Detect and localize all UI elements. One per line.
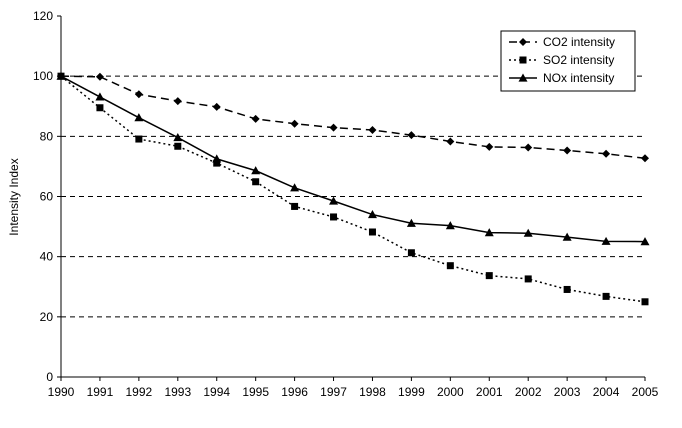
legend-entry: SO2 intensity — [509, 53, 614, 67]
data-point — [212, 102, 221, 111]
x-tick-label: 1992 — [126, 385, 153, 399]
x-tick-label: 2000 — [437, 385, 464, 399]
data-point — [446, 262, 454, 270]
data-point — [602, 292, 610, 300]
series-line — [60, 75, 646, 160]
data-point — [213, 159, 221, 167]
data-point — [252, 178, 260, 186]
data-point — [135, 135, 143, 143]
gridlines — [61, 75, 645, 318]
x-tick-label: 1999 — [398, 385, 425, 399]
data-point — [134, 90, 143, 99]
x-tick-label: 2002 — [515, 385, 542, 399]
data-point — [368, 126, 377, 135]
series-1 — [57, 72, 649, 163]
data-point — [563, 285, 571, 293]
series-line — [60, 75, 646, 303]
x-tick-label: 2001 — [476, 385, 503, 399]
legend-label: CO2 intensity — [543, 35, 615, 49]
data-point — [563, 146, 572, 155]
data-point — [251, 114, 260, 123]
data-point — [291, 202, 299, 210]
data-point — [602, 149, 611, 158]
x-tick-label: 1995 — [242, 385, 269, 399]
tick-labels: 0 20 40 60 80 100 120 1990 1991 1992 1993 1994 1995 1… — [33, 9, 659, 399]
data-point — [641, 154, 649, 163]
data-point — [445, 221, 455, 230]
legend-label: SO2 intensity — [543, 53, 614, 67]
legend-marker — [519, 56, 527, 64]
legend-marker — [519, 38, 527, 46]
data-point — [524, 275, 532, 283]
data-point — [96, 104, 104, 112]
data-point — [329, 196, 339, 205]
data-point — [290, 119, 299, 128]
data-point — [485, 142, 494, 151]
x-tick-label: 1998 — [359, 385, 386, 399]
series-line — [60, 75, 646, 243]
data-point — [407, 249, 415, 257]
y-tick-label: 40 — [40, 250, 54, 264]
data-point — [173, 97, 182, 106]
data-point — [406, 218, 416, 227]
y-tick-label: 60 — [40, 190, 54, 204]
series-2 — [57, 72, 649, 306]
data-point — [485, 272, 493, 280]
legend-entry: CO2 intensity — [509, 35, 615, 49]
data-point — [212, 154, 222, 163]
series-3 — [56, 71, 650, 246]
data-point — [640, 237, 650, 246]
legend-marker — [518, 73, 528, 82]
data-point — [330, 213, 338, 221]
x-tick-label: 2003 — [554, 385, 581, 399]
series-group — [56, 71, 650, 306]
y-tick-label: 0 — [46, 370, 53, 384]
data-point — [367, 210, 377, 219]
data-point — [56, 71, 66, 80]
x-tick-label: 1996 — [281, 385, 308, 399]
x-tick-label: 1994 — [203, 385, 230, 399]
legend: CO2 intensity SO2 intensity NOx intensity — [500, 30, 636, 92]
data-point — [562, 232, 572, 241]
data-point — [134, 113, 144, 122]
data-point — [446, 137, 455, 146]
data-point — [368, 228, 376, 236]
x-tick-label: 2004 — [593, 385, 620, 399]
data-point — [251, 166, 261, 175]
data-point — [601, 236, 611, 245]
y-tick-label: 120 — [33, 9, 53, 23]
data-point — [641, 298, 649, 306]
x-tick-label: 1991 — [87, 385, 114, 399]
legend-label: NOx intensity — [543, 71, 614, 85]
data-point — [523, 228, 533, 237]
x-tick-label: 1993 — [164, 385, 191, 399]
data-point — [290, 183, 300, 192]
y-tick-label: 20 — [40, 310, 54, 324]
x-tick-label: 1990 — [48, 385, 75, 399]
data-point — [484, 228, 494, 237]
legend-entry: NOx intensity — [509, 71, 614, 85]
y-tick-label: 80 — [40, 129, 54, 143]
x-tick-label: 2005 — [632, 385, 659, 399]
data-point — [329, 123, 338, 132]
data-point — [95, 72, 104, 81]
data-point — [95, 92, 105, 101]
y-tick-label: 100 — [33, 69, 53, 83]
x-tick-label: 1997 — [320, 385, 347, 399]
data-point — [524, 143, 533, 152]
data-point — [173, 133, 183, 142]
y-axis-label: Intensity Index — [7, 158, 21, 235]
data-point — [407, 131, 416, 140]
data-point — [174, 142, 182, 150]
